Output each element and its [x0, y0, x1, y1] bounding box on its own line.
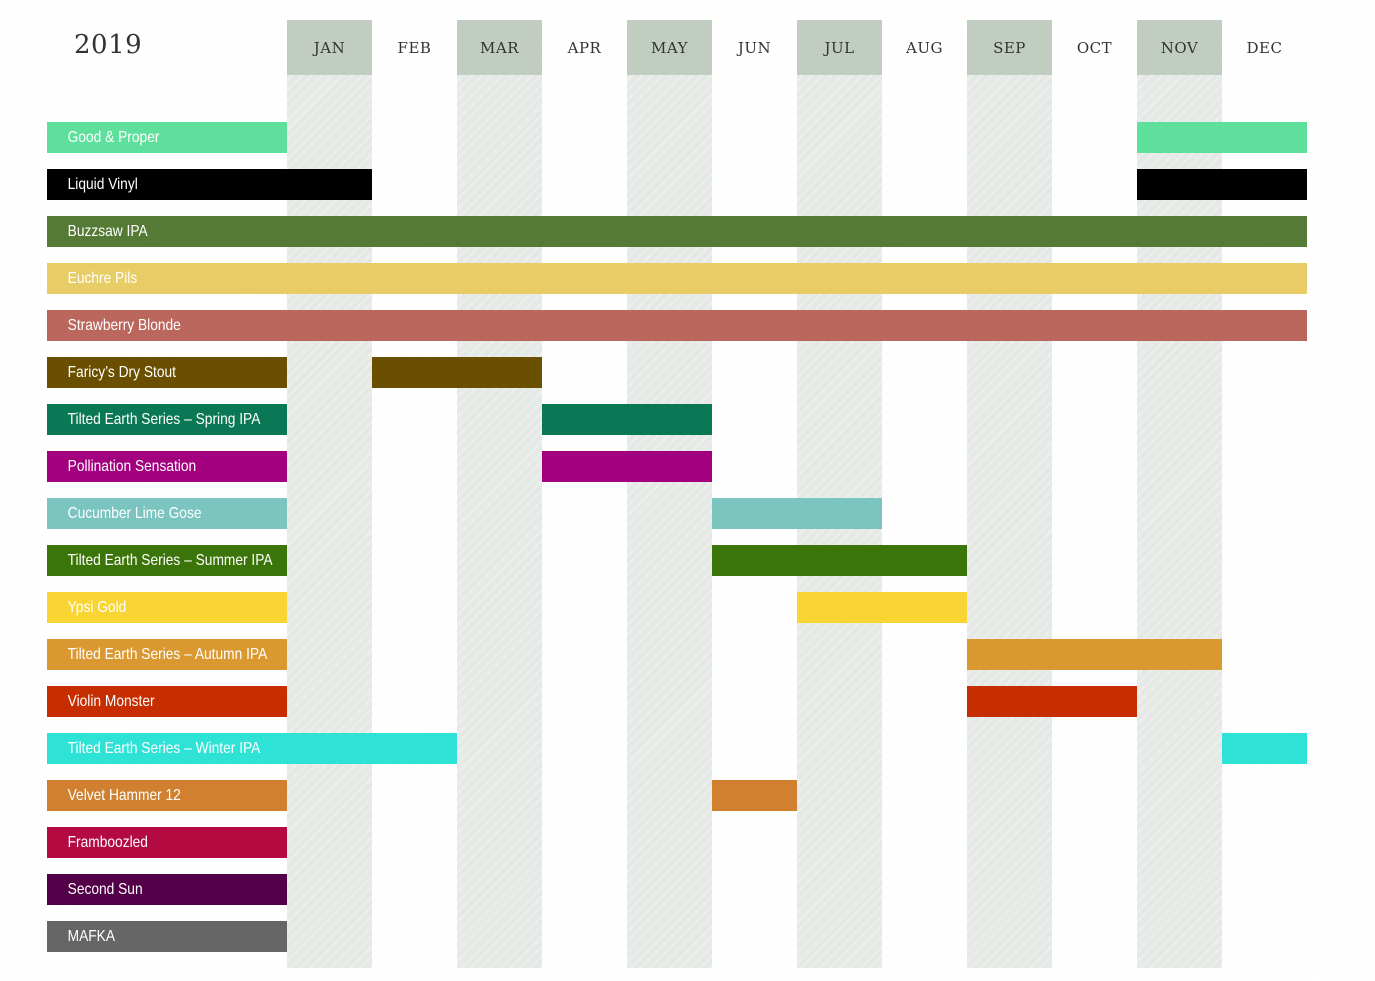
month-label-dec: DEC	[1246, 38, 1283, 57]
month-label-sep: SEP	[967, 20, 1052, 75]
month-label-mar: MAR	[457, 20, 542, 75]
availability-bar	[967, 639, 1222, 670]
availability-bar	[797, 592, 967, 623]
availability-bar	[1222, 733, 1307, 764]
availability-bar	[286, 169, 372, 200]
beer-name: Velvet Hammer 12	[67, 786, 181, 804]
beer-name: Liquid Vinyl	[67, 175, 138, 193]
availability-bar	[712, 545, 967, 576]
month-label-aug: AUG	[906, 38, 943, 57]
availability-bar	[712, 498, 882, 529]
month-column-sep	[967, 20, 1052, 968]
beer-label-bar: Strawberry Blonde	[47, 310, 287, 341]
beer-label-bar: Tilted Earth Series – Winter IPA	[47, 733, 287, 764]
month-column-mar	[457, 20, 542, 968]
beer-name: Ypsi Gold	[67, 598, 127, 616]
beer-label-bar: Second Sun	[47, 874, 287, 905]
beer-label-bar: Tilted Earth Series – Spring IPA	[47, 404, 287, 435]
beer-name: Faricy’s Dry Stout	[67, 363, 176, 381]
month-label-oct: OCT	[1076, 38, 1113, 57]
month-label-apr: APR	[567, 38, 602, 57]
beer-label-bar: Pollination Sensation	[47, 451, 287, 482]
beer-name: Good & Proper	[67, 128, 160, 146]
beer-name: Tilted Earth Series – Winter IPA	[67, 739, 261, 757]
beer-name: Violin Monster	[67, 692, 155, 710]
beer-label-bar: Cucumber Lime Gose	[47, 498, 287, 529]
availability-bar	[712, 780, 797, 811]
beer-label-bar: Tilted Earth Series – Autumn IPA	[47, 639, 287, 670]
availability-bar	[542, 404, 712, 435]
beer-name: Cucumber Lime Gose	[67, 504, 202, 522]
beer-label-bar: Ypsi Gold	[47, 592, 287, 623]
month-label-may: MAY	[627, 20, 712, 75]
availability-bar	[286, 216, 1307, 247]
month-column-jan	[287, 20, 372, 968]
beer-name: Second Sun	[67, 880, 143, 898]
beer-label-bar: Good & Proper	[47, 122, 287, 153]
beer-label-bar: Framboozled	[47, 827, 287, 858]
beer-label-bar: Violin Monster	[47, 686, 287, 717]
availability-bar	[1137, 169, 1307, 200]
availability-bar	[286, 263, 1307, 294]
beer-name: Euchre Pils	[67, 269, 138, 287]
month-label-jul: JUL	[797, 20, 882, 75]
beer-name: Tilted Earth Series – Summer IPA	[67, 551, 273, 569]
beer-name: Tilted Earth Series – Spring IPA	[67, 410, 261, 428]
beer-label-bar: Tilted Earth Series – Summer IPA	[47, 545, 287, 576]
beer-label-bar: Velvet Hammer 12	[47, 780, 287, 811]
month-column-jul	[797, 20, 882, 968]
month-label-feb: FEB	[397, 38, 432, 57]
beer-label-bar: Euchre Pils	[47, 263, 287, 294]
availability-bar	[286, 310, 1307, 341]
year-label: 2019	[74, 30, 143, 60]
beer-name: MAFKA	[67, 927, 116, 945]
availability-bar	[1137, 122, 1307, 153]
beer-name: Pollination Sensation	[67, 457, 197, 475]
beer-name: Framboozled	[67, 833, 148, 851]
availability-bar	[372, 357, 542, 388]
beer-name: Tilted Earth Series – Autumn IPA	[67, 645, 268, 663]
month-column-nov	[1137, 20, 1222, 968]
beer-label-bar: MAFKA	[47, 921, 287, 952]
beer-label-bar: Faricy’s Dry Stout	[47, 357, 287, 388]
availability-bar	[286, 733, 457, 764]
beer-label-bar: Buzzsaw IPA	[47, 216, 287, 247]
month-label-jun: JUN	[737, 38, 772, 57]
beer-name: Strawberry Blonde	[67, 316, 181, 334]
month-column-may	[627, 20, 712, 968]
month-label-jan: JAN	[287, 20, 372, 75]
availability-bar	[542, 451, 712, 482]
month-label-nov: NOV	[1137, 20, 1222, 75]
beer-label-bar: Liquid Vinyl	[47, 169, 287, 200]
availability-bar	[967, 686, 1137, 717]
beer-name: Buzzsaw IPA	[67, 222, 148, 240]
